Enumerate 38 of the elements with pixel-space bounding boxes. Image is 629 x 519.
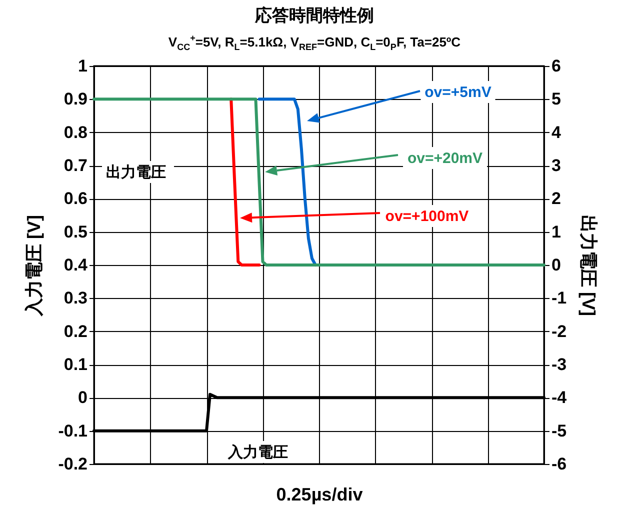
y-tick-label: 0.1	[64, 355, 88, 374]
y-tick-label: 0.5	[64, 222, 88, 242]
y-tick-label: 0.9	[64, 90, 88, 109]
y-tick-label: 0.7	[64, 156, 88, 175]
line-series	[258, 98, 317, 266]
y-tick-label: -0.2	[58, 454, 88, 474]
y2-tick-label: -5	[552, 421, 567, 440]
chart-title: 応答時間特性例	[254, 5, 375, 27]
y2-tick-label: -3	[552, 355, 567, 374]
y2-tick-label: 6	[552, 56, 561, 76]
y-axis-title: 入力電圧 [V]	[24, 215, 44, 317]
x-axis-title: 0.25µs/div	[276, 484, 363, 504]
y2-tick-label: 3	[552, 156, 561, 175]
y2-tick-label: 0	[552, 256, 561, 274]
y2-tick-label: -2	[552, 322, 567, 341]
y2-tick-label: 4	[552, 122, 562, 142]
y-tick-label: 0	[78, 388, 88, 408]
y-tick-label: 0.2	[64, 322, 88, 341]
text: ov=+20mV	[407, 150, 483, 167]
y-tick-label: 0.8	[64, 122, 88, 142]
y-tick-label: 1	[78, 56, 88, 76]
y-tick-label: -0.1	[58, 421, 88, 440]
line-series	[230, 98, 261, 266]
y2-axis-title: 出力電圧 [V]	[578, 215, 599, 316]
text: ov=+5mV	[424, 84, 492, 101]
y2-tick-label: 1	[552, 222, 561, 242]
annotation: 出力電圧	[106, 164, 166, 181]
y2-tick-label: -1	[552, 288, 567, 308]
y-tick-label: 0.3	[64, 288, 88, 308]
y2-tick-label: -6	[552, 454, 567, 474]
y2-tick-label: 5	[552, 90, 561, 109]
text: V$_{CC}$$^{+}$=5V, R$_{L}$=5.1kΩ, V$_{REF}$=GND, C$_{L}$=0$_{P}$F, Ta=25ºC	[168, 33, 461, 52]
y-tick-label: 0.4	[64, 256, 88, 274]
text: ov=+100mV	[385, 208, 469, 225]
y2-tick-label: -4	[552, 388, 568, 408]
annotation: 入力電圧	[227, 444, 288, 461]
y2-tick-label: 2	[552, 189, 561, 208]
y-tick-label: 0.6	[64, 189, 88, 208]
